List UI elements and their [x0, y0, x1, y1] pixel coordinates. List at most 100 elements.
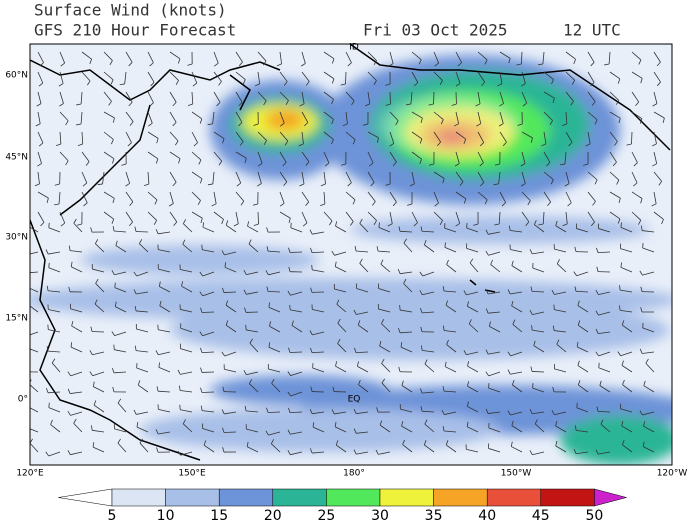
- barb: [411, 51, 422, 60]
- barb-tick: [370, 182, 375, 187]
- barb: [543, 171, 554, 180]
- barb: [224, 251, 237, 256]
- barb: [631, 191, 643, 199]
- barb-tick: [575, 425, 577, 431]
- barb: [182, 244, 193, 253]
- barb: [389, 131, 395, 144]
- barb: [312, 411, 325, 415]
- barb-tick: [199, 118, 203, 124]
- barb: [191, 171, 203, 180]
- barb-tick: [640, 307, 643, 313]
- barb: [93, 386, 105, 393]
- barb-tick: [376, 407, 379, 413]
- lon-label: 180°: [343, 469, 365, 479]
- barb-tick: [38, 82, 44, 87]
- barb: [323, 51, 335, 60]
- barb-tick: [117, 438, 121, 444]
- colorbar-segment: [540, 488, 595, 507]
- barb: [48, 329, 61, 333]
- barb: [301, 151, 310, 163]
- barb-tick: [76, 103, 82, 106]
- barb-tick: [38, 142, 44, 147]
- barb: [30, 251, 39, 255]
- barb-tick: [423, 440, 427, 446]
- barb-tick: [567, 202, 572, 207]
- colorbar-label: 15: [210, 508, 228, 524]
- barb: [467, 406, 479, 413]
- barb: [73, 222, 83, 233]
- barb-tick: [153, 220, 157, 225]
- barb: [389, 51, 394, 64]
- barb: [521, 171, 526, 184]
- barb-tick: [222, 138, 225, 144]
- barb: [203, 444, 215, 453]
- barb-tick: [73, 218, 77, 224]
- barb: [213, 51, 219, 64]
- barb: [379, 345, 391, 353]
- barb-tick: [480, 182, 485, 187]
- barb-tick: [517, 123, 523, 126]
- barb: [94, 303, 105, 313]
- barb-tick: [652, 103, 658, 107]
- barb-tick: [347, 182, 352, 187]
- barb-tick: [248, 379, 253, 384]
- barb: [92, 351, 105, 356]
- barb: [379, 424, 391, 433]
- barb: [389, 111, 399, 122]
- barb: [445, 366, 457, 373]
- barb-tick: [305, 81, 310, 86]
- barb: [422, 349, 435, 353]
- barb: [235, 171, 242, 184]
- barb: [565, 131, 573, 143]
- barb: [147, 151, 159, 160]
- barb-tick: [347, 62, 352, 67]
- barb: [511, 305, 523, 313]
- barb: [59, 51, 66, 64]
- barb: [532, 451, 545, 456]
- barb: [597, 410, 611, 413]
- barb: [400, 408, 413, 413]
- barb-tick: [551, 79, 554, 85]
- barb-tick: [288, 407, 291, 413]
- barb: [58, 191, 61, 204]
- barb-tick: [353, 309, 357, 315]
- barb: [30, 384, 39, 393]
- barb: [499, 51, 511, 59]
- barb-tick: [618, 118, 621, 124]
- barb: [531, 290, 545, 293]
- barb-tick: [510, 441, 513, 447]
- barb: [213, 131, 225, 139]
- barb-tick: [354, 347, 357, 353]
- barb: [499, 191, 506, 203]
- barb-tick: [202, 222, 205, 228]
- barb-tick: [24, 268, 26, 273]
- barb: [620, 227, 633, 233]
- barb-tick: [214, 62, 219, 67]
- barb: [565, 171, 570, 184]
- barb-tick: [111, 158, 115, 164]
- barb-tick: [529, 249, 533, 255]
- barb-tick: [541, 143, 547, 147]
- barb-tick: [455, 223, 460, 227]
- barb: [381, 382, 391, 393]
- barb-tick: [192, 82, 198, 87]
- barb-tick: [451, 103, 457, 106]
- barb: [268, 431, 281, 436]
- barb-tick: [484, 199, 488, 205]
- barb: [631, 211, 642, 221]
- barb-tick: [90, 227, 93, 233]
- barb: [48, 251, 61, 255]
- barb: [600, 423, 611, 433]
- barb: [400, 346, 413, 353]
- lat-label: 0°: [18, 395, 28, 405]
- barb: [246, 410, 259, 413]
- barb: [70, 451, 83, 456]
- barb-tick: [172, 101, 177, 107]
- barb-tick: [224, 262, 227, 268]
- barb-tick: [268, 342, 271, 348]
- barb: [488, 387, 501, 393]
- barb: [653, 191, 657, 204]
- barb-tick: [573, 59, 576, 65]
- barb-tick: [577, 320, 581, 326]
- barb-tick: [596, 247, 599, 253]
